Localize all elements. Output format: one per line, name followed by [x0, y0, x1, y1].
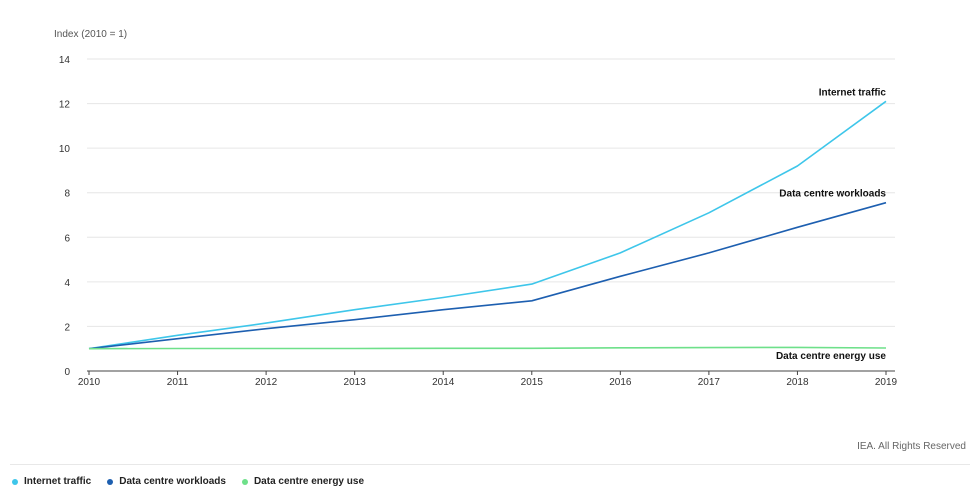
y-tick-label: 0 — [64, 367, 70, 378]
x-tick-label: 2014 — [432, 377, 455, 388]
grid-layer — [87, 58, 895, 372]
legend-label: Internet traffic — [24, 476, 92, 487]
series-line-data-centre-energy-use — [88, 346, 887, 350]
y-tick-label: 2 — [64, 322, 70, 333]
series-end-label: Data centre energy use — [776, 351, 886, 362]
legend-marker — [241, 478, 248, 485]
legend-label: Data centre energy use — [253, 476, 365, 487]
legend-marker — [107, 478, 114, 485]
y-tick-label: 14 — [59, 55, 71, 66]
series-line-data-centre-workloads — [88, 201, 887, 350]
x-tick-label: 2011 — [167, 377, 189, 388]
series-layer — [88, 100, 887, 350]
x-tick-labels: 2010 2011 2012 2013 2014 2015 2016 2017 2018 2019 — [78, 371, 898, 388]
y-tick-label: 6 — [64, 233, 70, 244]
x-tick-label: 2013 — [344, 377, 367, 388]
y-tick-label: 8 — [64, 189, 70, 200]
y-tick-labels: 0 2 4 6 8 10 12 14 — [59, 55, 71, 378]
legend-item-data-centre-workloads[interactable]: Data centre workloads — [107, 476, 226, 487]
x-tick-label: 2016 — [609, 377, 632, 388]
legend-item-internet-traffic[interactable]: Internet traffic — [12, 476, 91, 487]
y-tick-label: 4 — [64, 278, 70, 289]
x-tick-label: 2012 — [255, 377, 278, 388]
x-tick-label: 2017 — [698, 377, 721, 388]
series-end-label: Data centre workloads — [779, 189, 886, 200]
legend-item-data-centre-energy-use[interactable]: Data centre energy use — [241, 476, 365, 487]
series-end-label: Internet traffic — [819, 87, 887, 98]
y-tick-label: 10 — [59, 144, 71, 155]
y-tick-label: 12 — [59, 100, 71, 111]
legend-divider — [10, 464, 970, 465]
legend-marker — [12, 478, 18, 485]
x-tick-label: 2010 — [78, 377, 101, 388]
x-tick-label: 2015 — [521, 377, 544, 388]
legend-label: Data centre workloads — [119, 476, 226, 487]
x-tick-label: 2019 — [875, 377, 898, 388]
copyright-credit: IEA. All Rights Reserved — [857, 441, 966, 452]
x-tick-label: 2018 — [786, 377, 809, 388]
legend: Internet traffic Data centre workloads D… — [12, 476, 364, 487]
series-line-internet-traffic — [88, 100, 887, 350]
series-labels: Internet traffic Data centre workloads Dat… — [776, 87, 886, 362]
y-axis-title: Index (2010 = 1) — [54, 29, 127, 40]
